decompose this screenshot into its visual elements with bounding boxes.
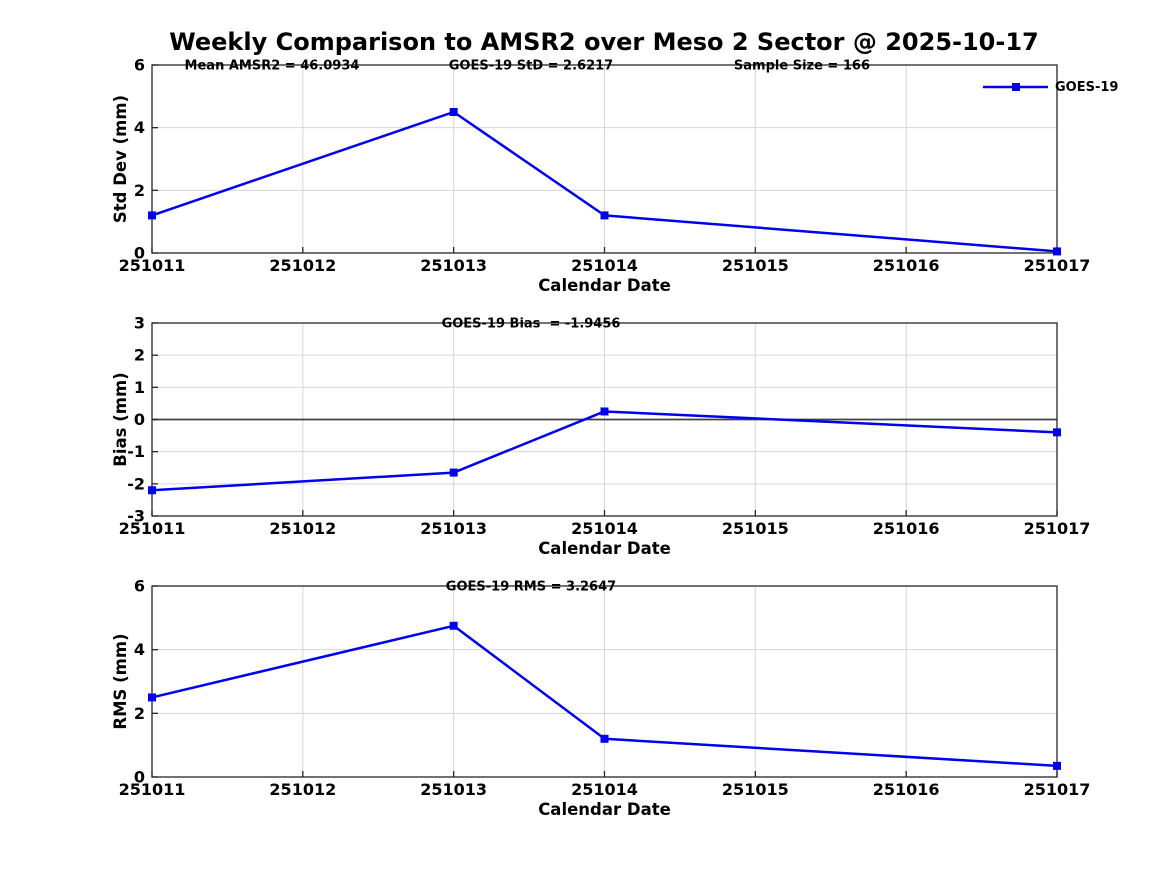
y-tick-label: 2 — [134, 181, 145, 200]
y-tick-label: -3 — [127, 507, 145, 526]
x-tick-label: 251017 — [1024, 780, 1091, 799]
x-tick-label: 251016 — [873, 780, 940, 799]
data-point-marker — [600, 211, 609, 220]
y-tick-label: 4 — [134, 640, 145, 659]
legend-label: GOES-19 — [1055, 80, 1118, 95]
data-point-marker — [1053, 247, 1061, 256]
y-tick-label: 0 — [134, 768, 145, 787]
x-tick-label: 251014 — [571, 519, 638, 538]
data-point-marker — [148, 693, 156, 702]
y-tick-label: -1 — [127, 442, 145, 461]
x-tick-label: 251017 — [1024, 519, 1091, 538]
x-tick-label: 251014 — [571, 256, 638, 275]
x-tick-label: 251012 — [269, 256, 336, 275]
x-tick-label: 251013 — [420, 519, 487, 538]
stat-annotation: GOES-19 RMS = 3.2647 — [446, 580, 616, 595]
data-point-marker — [148, 211, 156, 220]
x-tick-label: 251013 — [420, 780, 487, 799]
x-axis-label: Calendar Date — [538, 800, 671, 819]
stat-annotation: Mean AMSR2 = 46.0934 — [185, 59, 360, 74]
x-tick-label: 251015 — [722, 780, 789, 799]
data-point-marker — [1053, 428, 1061, 437]
x-tick-label: 251016 — [873, 256, 940, 275]
y-tick-label: 0 — [134, 410, 145, 429]
stddev-subplot: 251011 251012 251013 251014 251015 251016 2510… — [111, 56, 1118, 296]
y-axis-label: Bias (mm) — [111, 372, 130, 466]
x-tick-label: 251012 — [269, 780, 336, 799]
x-axis-label: Calendar Date — [538, 276, 671, 295]
x-tick-label: 251011 — [119, 780, 186, 799]
data-point-marker — [1053, 761, 1061, 770]
y-tick-label: -2 — [127, 474, 145, 493]
x-tick-label: 251017 — [1024, 256, 1091, 275]
data-line — [151, 624, 1058, 768]
x-axis-label: Calendar Date — [538, 539, 671, 558]
x-tick-label: 251013 — [420, 256, 487, 275]
rms-subplot: 251011 251012 251013 251014 251015 251016 2510… — [111, 577, 1090, 820]
x-tick-label: 251015 — [722, 519, 789, 538]
legend-marker — [1012, 83, 1020, 91]
x-tick-label: 251016 — [873, 519, 940, 538]
legend: GOES-19 — [983, 80, 1118, 95]
y-tick-label: 2 — [134, 704, 145, 723]
bias-subplot: 251011 251012 251013 251014 251015 251016 2510… — [111, 314, 1090, 559]
y-tick-label: 0 — [134, 244, 145, 263]
x-tick-label: 251012 — [269, 519, 336, 538]
stat-annotation: GOES-19 Bias = -1.9456 — [442, 317, 621, 332]
data-point-marker — [600, 734, 609, 743]
stat-annotation: Sample Size = 166 — [734, 59, 870, 74]
data-point-marker — [600, 407, 609, 416]
data-line — [151, 410, 1058, 492]
y-tick-label: 6 — [134, 56, 145, 75]
y-axis-label: Std Dev (mm) — [111, 95, 130, 223]
x-tick-label: 251011 — [119, 256, 186, 275]
chart-title: Weekly Comparison to AMSR2 over Meso 2 S… — [169, 28, 1039, 56]
data-point-marker — [449, 468, 458, 477]
x-tick-label: 251015 — [722, 256, 789, 275]
data-point-marker — [148, 486, 156, 495]
data-line — [151, 110, 1058, 253]
x-tick-label: 251014 — [571, 780, 638, 799]
y-axis-label: RMS (mm) — [111, 633, 130, 729]
y-tick-label: 4 — [134, 118, 145, 137]
y-tick-label: 2 — [134, 346, 145, 365]
y-tick-label: 3 — [134, 314, 145, 333]
x-tick-label: 251011 — [119, 519, 186, 538]
y-tick-label: 1 — [134, 378, 145, 397]
data-point-marker — [449, 108, 458, 116]
stat-annotation: GOES-19 StD = 2.6217 — [449, 59, 613, 74]
data-point-marker — [449, 621, 458, 630]
y-tick-label: 6 — [134, 577, 145, 596]
